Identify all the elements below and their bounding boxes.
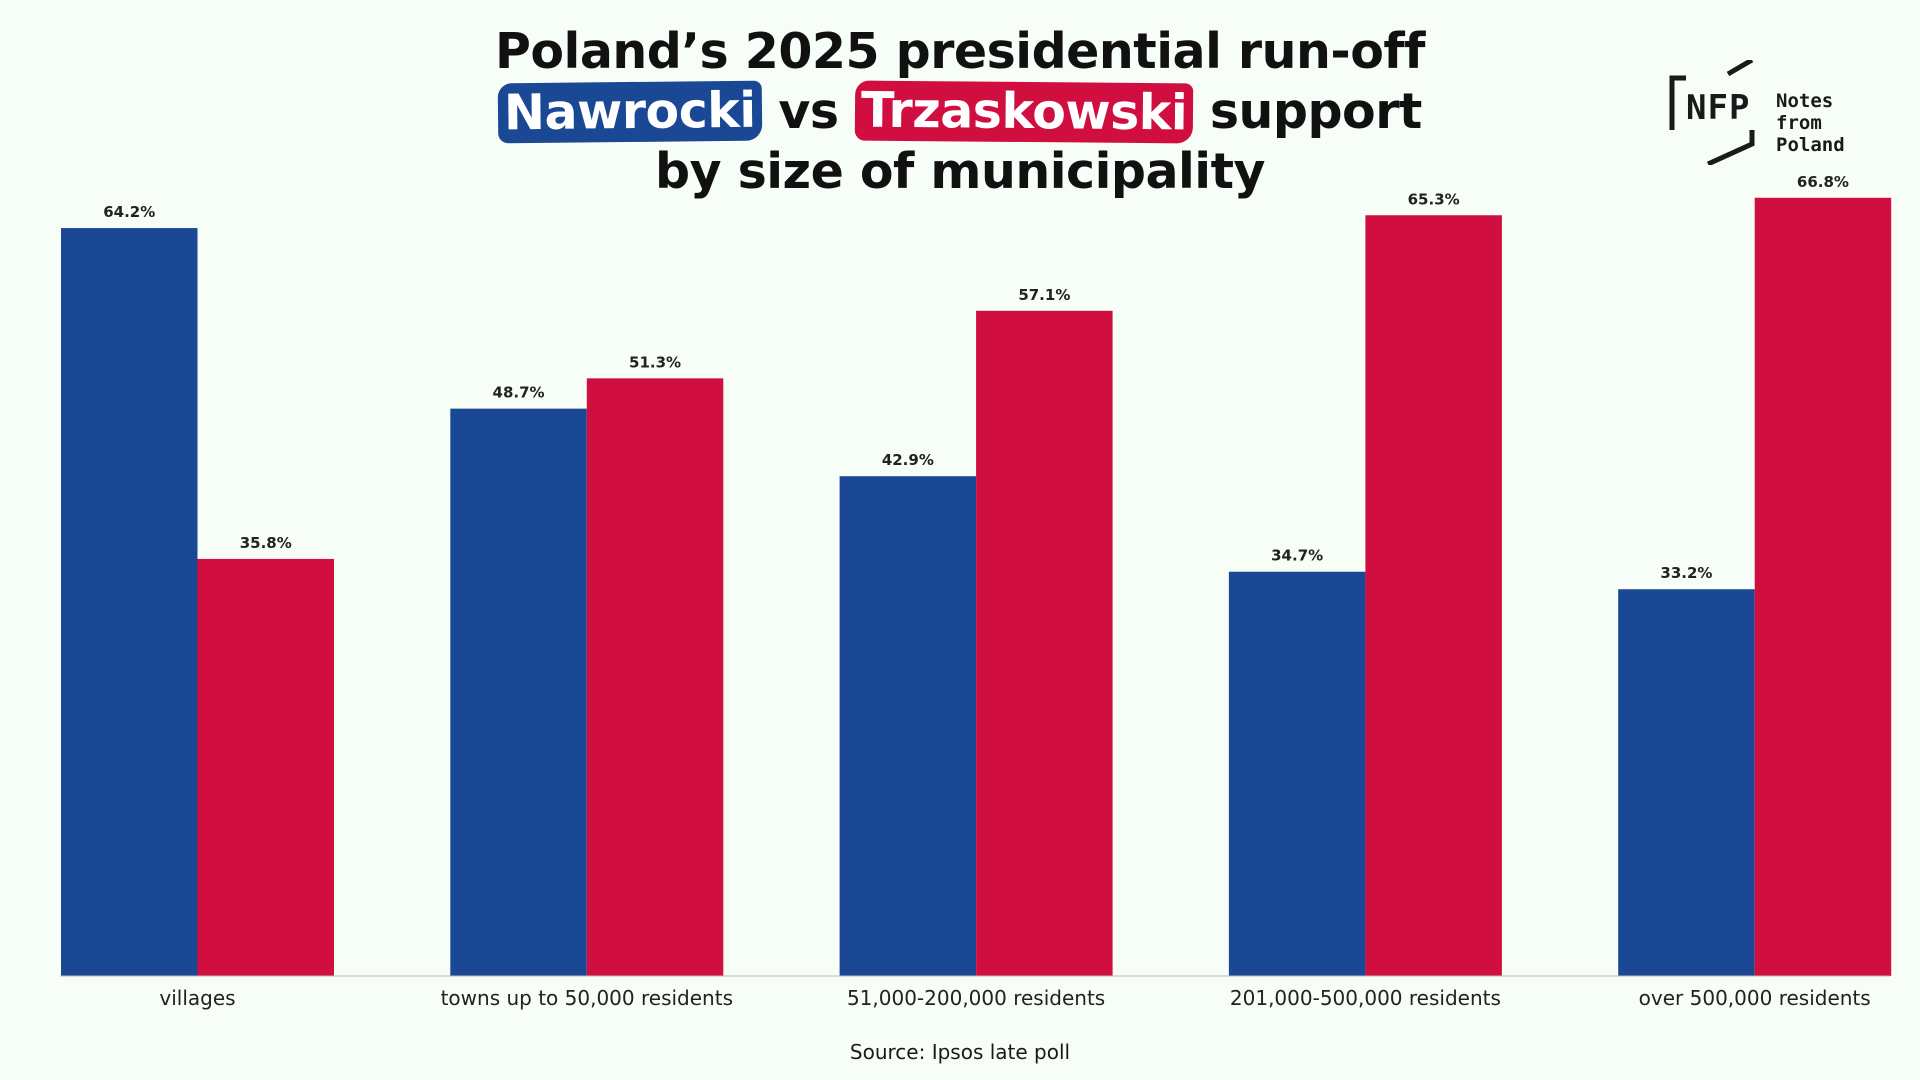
title-line-2: Nawrocki vs Trzaskowski support xyxy=(0,80,1920,144)
bar-trzaskowski-3 xyxy=(1365,215,1502,976)
title-line-1: Poland’s 2025 presidential run-off xyxy=(494,23,1426,80)
nfp-logo: NFP Notes from Poland xyxy=(1668,60,1888,165)
nfp-logo-icon xyxy=(1669,60,1755,165)
title-vs: vs xyxy=(778,83,839,140)
bar-nawrocki-0 xyxy=(61,228,198,976)
bar-nawrocki-2 xyxy=(839,476,977,976)
bar-nawrocki-1 xyxy=(450,408,587,976)
source-note: Source: Ipsos late poll xyxy=(849,1040,1071,1064)
value-labels-group: 64.2% 35.8% 48.7% 51.3% 42.9% 57.1% 34.7% 65.3%… xyxy=(103,173,1849,582)
value-label-trzaskowski-1: 51.3% xyxy=(629,353,681,371)
value-label-trzaskowski-4: 66.8% xyxy=(1797,173,1849,191)
value-label-nawrocki-0: 64.2% xyxy=(103,203,155,221)
bar-nawrocki-4 xyxy=(1618,589,1755,976)
title-line-3: by size of municipality xyxy=(655,143,1265,200)
bar-nawrocki-3 xyxy=(1228,571,1366,976)
nfp-logo-mark: NFP xyxy=(1686,88,1751,128)
value-label-trzaskowski-0: 35.8% xyxy=(240,534,292,552)
bar-trzaskowski-1 xyxy=(586,378,724,977)
nfp-brand-line-2: Poland xyxy=(1776,134,1845,156)
value-label-trzaskowski-3: 65.3% xyxy=(1408,190,1460,208)
value-label-nawrocki-2: 42.9% xyxy=(882,451,934,469)
value-label-trzaskowski-2: 57.1% xyxy=(1018,286,1070,304)
bar-trzaskowski-2 xyxy=(976,310,1113,976)
bar-trzaskowski-0 xyxy=(197,558,334,976)
value-label-nawrocki-3: 34.7% xyxy=(1271,547,1323,565)
category-labels-group: villages towns up to 50,000 residents 51,0… xyxy=(159,986,1870,1010)
category-label-2: 51,000-200,000 residents xyxy=(847,986,1105,1010)
nfp-brand-line-1: Notes from xyxy=(1776,90,1834,134)
nfp-logo-brand: Notes from Poland xyxy=(1776,90,1888,156)
category-label-4: over 500,000 residents xyxy=(1639,986,1871,1010)
bars-group xyxy=(61,197,1892,977)
value-label-nawrocki-1: 48.7% xyxy=(493,384,545,402)
category-label-3: 201,000-500,000 residents xyxy=(1230,986,1501,1010)
chart-title: Poland’s 2025 presidential run-off Nawro… xyxy=(0,22,1920,202)
value-label-nawrocki-4: 33.2% xyxy=(1660,564,1712,582)
category-label-1: towns up to 50,000 residents xyxy=(441,986,733,1010)
title-support: support xyxy=(1209,83,1422,140)
bar-trzaskowski-4 xyxy=(1754,197,1892,976)
category-label-0: villages xyxy=(159,986,235,1010)
